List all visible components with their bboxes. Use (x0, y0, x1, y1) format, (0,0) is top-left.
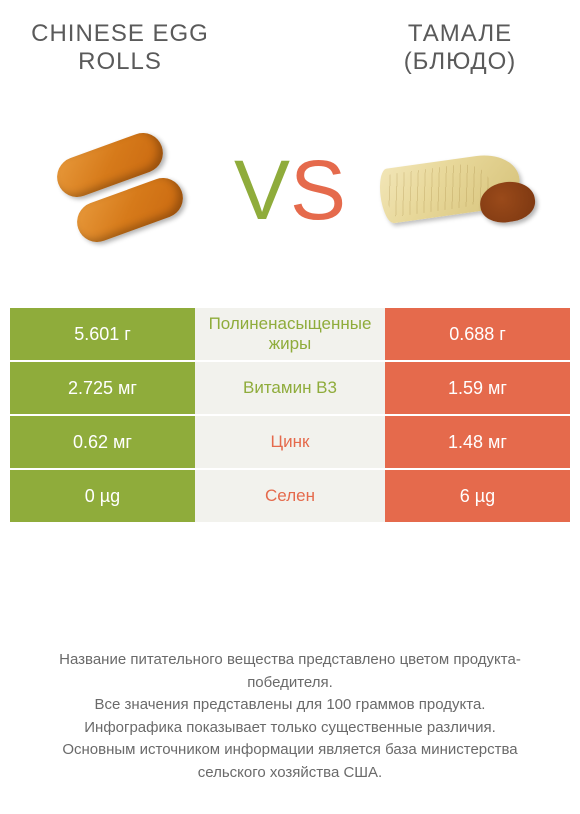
tamale-icon (380, 140, 540, 240)
table-row: 2.725 мг Витамин B3 1.59 мг (10, 362, 570, 414)
footer-line: Все значения представлены для 100 граммо… (30, 694, 550, 717)
comparison-table: 5.601 г Полиненасыщенные жиры 0.688 г 2.… (10, 308, 570, 522)
right-product-image (350, 90, 570, 290)
table-row: 5.601 г Полиненасыщенные жиры 0.688 г (10, 308, 570, 360)
right-value: 6 µg (385, 470, 570, 522)
footer-line: Название питательного вещества представл… (30, 649, 550, 694)
footer-line: Инфографика показывает только существенн… (30, 717, 550, 740)
right-value: 1.59 мг (385, 362, 570, 414)
left-value: 0 µg (10, 470, 195, 522)
right-product-title: ТАМАЛЕ (БЛЮДО) (350, 20, 570, 90)
header: CHINESE EGG ROLLS VS ТАМАЛЕ (БЛЮДО) (10, 20, 570, 290)
infographic-container: CHINESE EGG ROLLS VS ТАМАЛЕ (БЛЮДО) (0, 0, 580, 814)
vs-separator: VS (230, 20, 350, 290)
vs-letter-s: S (290, 148, 346, 232)
left-product-title: CHINESE EGG ROLLS (10, 20, 230, 90)
table-row: 0 µg Селен 6 µg (10, 470, 570, 522)
left-product-image (10, 90, 230, 290)
vs-letter-v: V (234, 148, 290, 232)
right-product-column: ТАМАЛЕ (БЛЮДО) (350, 20, 570, 290)
footer-notes: Название питательного вещества представл… (0, 649, 580, 784)
vs-text: VS (234, 148, 346, 232)
footer-line: Основным источником информации является … (30, 739, 550, 784)
egg-rolls-icon (50, 135, 190, 245)
right-value: 1.48 мг (385, 416, 570, 468)
nutrient-label: Селен (195, 470, 385, 522)
left-value: 2.725 мг (10, 362, 195, 414)
table-row: 0.62 мг Цинк 1.48 мг (10, 416, 570, 468)
left-product-column: CHINESE EGG ROLLS (10, 20, 230, 290)
nutrient-label: Полиненасыщенные жиры (195, 308, 385, 360)
nutrient-label: Цинк (195, 416, 385, 468)
right-value: 0.688 г (385, 308, 570, 360)
left-value: 0.62 мг (10, 416, 195, 468)
left-value: 5.601 г (10, 308, 195, 360)
nutrient-label: Витамин B3 (195, 362, 385, 414)
